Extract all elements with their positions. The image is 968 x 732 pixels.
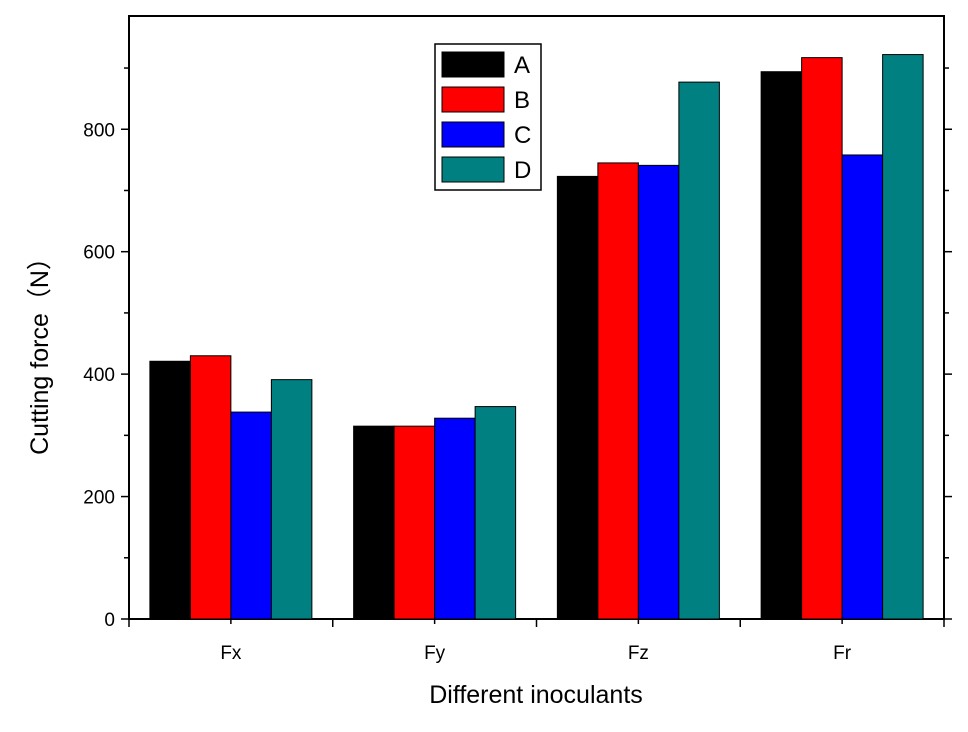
x-axis-title: Different inoculants	[429, 681, 643, 709]
bar-c-fz	[637, 164, 680, 620]
bars-layer	[149, 54, 924, 620]
legend-label-c: C	[514, 122, 531, 149]
y-tick-label: 400	[83, 365, 115, 386]
legend-label-b: B	[514, 87, 530, 114]
y-tick-label: 0	[104, 610, 115, 631]
bar-d-fz	[678, 81, 720, 620]
legend-swatch-c	[441, 121, 505, 148]
bar-b-fx	[189, 355, 232, 620]
legend-swatch-b	[441, 86, 505, 113]
x-tick-label-fz: Fz	[628, 643, 649, 664]
bar-b-fr	[801, 57, 843, 620]
bar-a-fr	[760, 71, 803, 620]
axes-layer: 0 200 400 600 800 Fx Fy Fz Fr	[83, 67, 952, 664]
bar-d-fx	[270, 379, 313, 620]
bar-c-fx	[230, 411, 272, 620]
y-tick-label: 600	[83, 243, 115, 264]
bar-c-fy	[434, 417, 476, 620]
bar-a-fz	[556, 175, 599, 620]
legend-swatch-a	[441, 51, 505, 78]
x-tick-label-fr: Fr	[833, 643, 852, 664]
bar-c-fr	[841, 154, 884, 620]
y-tick-label: 800	[83, 120, 115, 141]
y-axis-title: Cutting force（N）	[26, 245, 54, 455]
x-tick-label-fy: Fy	[424, 643, 446, 664]
x-tick-label-fx: Fx	[220, 643, 242, 664]
y-tick-label: 200	[83, 488, 115, 509]
bar-a-fy	[353, 425, 395, 620]
bar-b-fy	[393, 425, 436, 620]
bar-b-fz	[597, 162, 639, 620]
legend-swatch-d	[441, 156, 505, 183]
legend-label-a: A	[514, 52, 530, 79]
bar-d-fr	[882, 54, 924, 620]
bar-d-fy	[474, 406, 517, 620]
legend-label-d: D	[514, 157, 531, 184]
bar-a-fx	[149, 360, 191, 620]
